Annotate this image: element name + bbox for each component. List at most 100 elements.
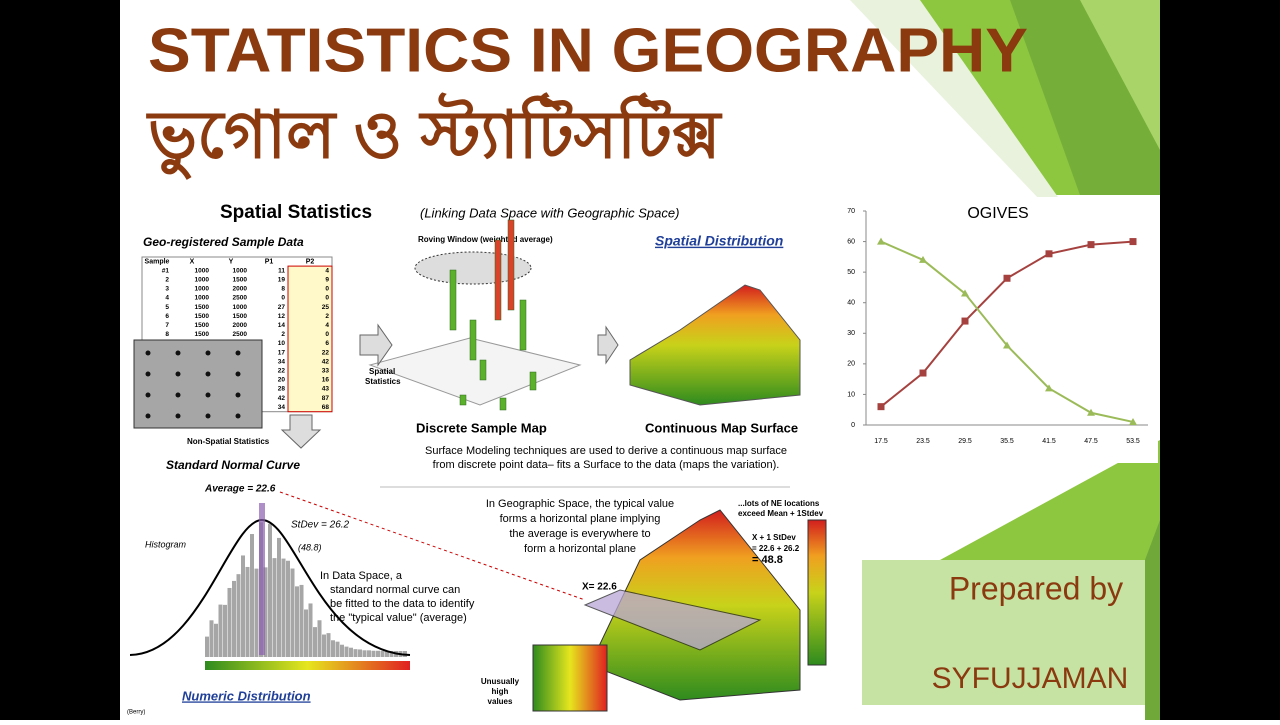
hist-bar: [295, 586, 299, 657]
geo-space-text: In Geographic Space, the typical value fo…: [486, 498, 674, 555]
note: X= 22.6: [582, 582, 617, 593]
window: [414, 251, 532, 285]
hist-bar: [358, 649, 362, 657]
subtitle: ভুগোল ও স্ট্যাটিসটিক্স: [146, 91, 723, 180]
hist-bar: [218, 604, 223, 657]
table-header: P1: [265, 258, 274, 265]
table-cell: 17: [278, 349, 286, 356]
average-line: [259, 503, 265, 655]
sample-plane: [368, 337, 582, 406]
hist-bar: [389, 650, 394, 657]
prepared-label: Prepared by: [949, 570, 1123, 606]
formula: = 48.8: [752, 554, 783, 566]
table-header: P2: [306, 258, 315, 265]
hist-bar: [254, 568, 259, 657]
hist-bar: [281, 558, 286, 657]
table-cell: 6: [325, 340, 329, 347]
note: high: [492, 687, 509, 696]
marker: [1129, 417, 1137, 425]
dot: [205, 392, 211, 398]
caption: the "typical value" (average): [330, 612, 467, 624]
hist-bar: [290, 568, 295, 657]
figure-note: (Linking Data Space with Geographic Spac…: [420, 205, 679, 220]
hist-bar: [371, 650, 376, 657]
table-cell: 16: [322, 377, 330, 384]
x-tick-label: 47.5: [1084, 438, 1098, 445]
table-cell: 1500: [195, 322, 210, 329]
x-tick-label: 17.5: [874, 438, 888, 445]
label: Spatial: [369, 367, 395, 376]
hist-bar: [223, 604, 227, 657]
label: Statistics: [365, 377, 401, 386]
table-cell: 8: [281, 286, 285, 293]
table-cell: 0: [325, 331, 329, 338]
dot: [205, 371, 211, 377]
y-tick-label: 0: [851, 422, 855, 429]
hist-bar: [205, 636, 209, 657]
table-cell: 1500: [195, 331, 210, 338]
table-header: Y: [229, 258, 234, 265]
table-cell: 11: [278, 267, 285, 274]
table-cell: 2: [281, 331, 285, 338]
table-cell: 1500: [233, 276, 248, 283]
y-tick-label: 20: [847, 361, 855, 368]
formula: = 22.6 + 26.2: [752, 544, 800, 553]
marker: [1045, 384, 1053, 392]
dot: [175, 413, 181, 419]
table-cell: 3: [165, 286, 169, 293]
table-cell: 20: [278, 377, 286, 384]
note: ...lots of NE locations: [738, 499, 820, 508]
hist-bar: [236, 574, 241, 657]
marker: [1087, 408, 1095, 416]
note: values: [488, 697, 513, 706]
label: Numeric Distribution: [182, 688, 311, 703]
dots: [145, 350, 241, 419]
caption: In Data Space, a: [320, 570, 403, 582]
x-tick-label: 53.5: [1126, 438, 1140, 445]
y-tick-label: 10: [847, 391, 855, 398]
arrow: [597, 325, 619, 365]
arrow: [359, 323, 393, 367]
hist-bar: [268, 523, 272, 657]
y-tick-label: 50: [847, 269, 855, 276]
hist-bar: [385, 650, 389, 657]
pillars: [449, 219, 537, 411]
hist-bar: [326, 633, 331, 657]
formula: X + 1 StDev: [752, 533, 796, 542]
figure-title: Spatial Statistics: [220, 202, 372, 223]
table-cell: 68: [322, 404, 330, 411]
decor: [1080, 0, 1160, 150]
caption: In Geographic Space, the typical value: [486, 498, 674, 510]
chart-area: [848, 197, 1158, 463]
hist-bar: [376, 650, 380, 657]
table-cell: 2500: [233, 295, 248, 302]
caption: from discrete point data– fits a Surface…: [433, 459, 780, 471]
table-cell: 1000: [233, 304, 248, 311]
table-cell: 1000: [195, 295, 210, 302]
table-cell: 42: [278, 395, 286, 402]
dot: [235, 413, 241, 419]
hist-bar: [335, 641, 340, 657]
pillar: [507, 219, 515, 311]
dot: [145, 350, 151, 356]
dot: [175, 392, 181, 398]
label: Spatial Distribution: [655, 233, 783, 249]
table-cell: 43: [322, 386, 330, 393]
caption: form a horizontal plane: [524, 543, 636, 555]
table-title: Geo-registered Sample Data: [143, 235, 304, 249]
note: exceed Mean + 1Stdev: [738, 509, 824, 518]
hist-bar: [308, 603, 313, 657]
table-cell: 34: [278, 404, 286, 411]
surface: [629, 284, 801, 406]
dot: [205, 350, 211, 356]
average-plane: [583, 589, 762, 651]
histogram: [205, 522, 407, 657]
dot: [235, 371, 241, 377]
table-cell: 34: [278, 358, 286, 365]
table-cell: 0: [325, 295, 329, 302]
hist-bar: [214, 623, 218, 657]
hist-bar: [331, 640, 335, 657]
color-bar: [807, 519, 827, 666]
